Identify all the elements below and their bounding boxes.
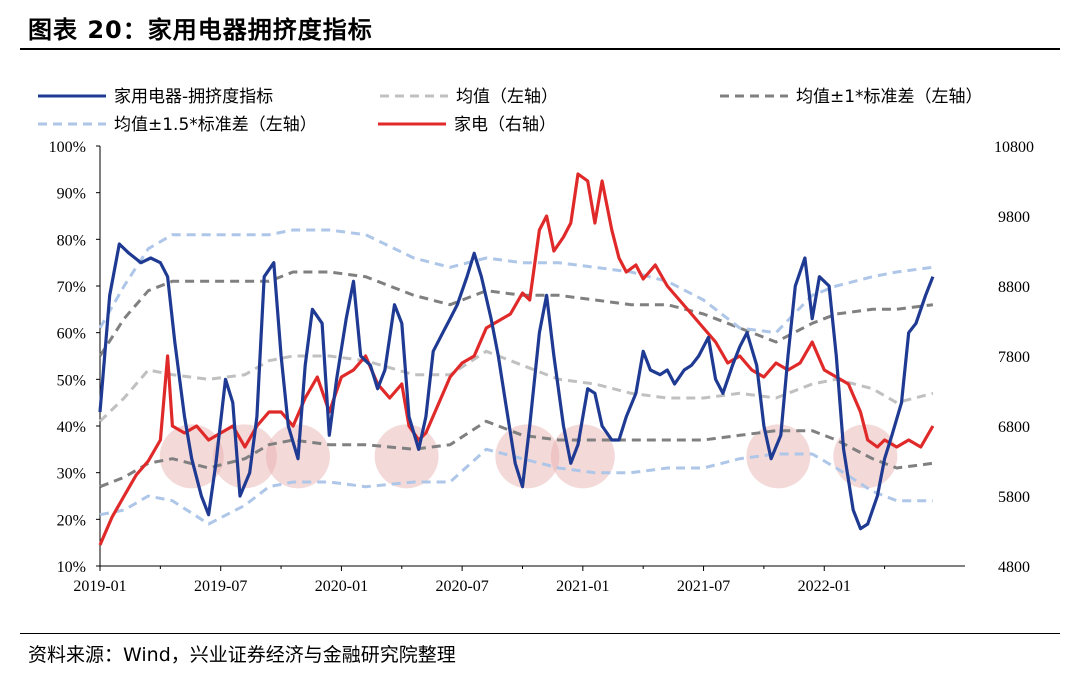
highlight-circle	[212, 424, 277, 489]
highlight-circle	[550, 424, 615, 489]
legend: 家用电器-拥挤度指标 均值（左轴） 均值±1*标准差（左轴） 均值±1.5*标准差（左…	[38, 87, 983, 135]
highlight-circle	[374, 424, 439, 489]
legend-label: 家电（右轴）	[454, 115, 556, 135]
axes: 100% 90% 80% 70% 60% 50% 40% 30% 20% 10% 10800 9800…	[49, 139, 1034, 595]
right-tick-label: 8800	[998, 279, 1030, 296]
highlight-circle	[746, 424, 811, 489]
left-tick-label: 50%	[57, 372, 86, 389]
legend-label: 均值±1.5*标准差（左轴）	[114, 115, 317, 135]
x-tick-label: 2021-01	[556, 578, 609, 595]
series-line	[98, 242, 935, 531]
x-tick-label: 2020-07	[435, 578, 488, 595]
right-tick-label: 7800	[998, 349, 1030, 366]
legend-label: 均值±1*标准差（左轴）	[796, 87, 983, 107]
chart-title: 图表 20：家用电器拥挤度指标	[28, 16, 373, 44]
left-tick-label: 10%	[57, 559, 86, 576]
top-rule	[20, 48, 1060, 50]
right-tick-label: 10800	[994, 139, 1034, 156]
legend-label: 家用电器-拥挤度指标	[114, 87, 273, 107]
left-tick-label: 20%	[57, 512, 86, 529]
legend-label: 均值（左轴）	[456, 87, 558, 107]
right-tick-label: 4800	[998, 559, 1030, 576]
right-tick-label: 5800	[998, 489, 1030, 506]
x-tick-label: 2021-07	[677, 578, 730, 595]
x-tick-label: 2020-01	[315, 578, 368, 595]
left-tick-label: 70%	[57, 279, 86, 296]
series-line	[98, 172, 935, 546]
left-tick-label: 80%	[57, 232, 86, 249]
left-tick-label: 100%	[49, 139, 86, 156]
chart-svg: 100% 90% 80% 70% 60% 50% 40% 30% 20% 10% 10800 9800…	[38, 87, 1034, 595]
left-tick-label: 30%	[57, 466, 86, 483]
left-tick-label: 60%	[57, 326, 86, 343]
source-note: 资料来源：Wind，兴业证券经济与金融研究院整理	[28, 644, 456, 666]
series-line	[99, 447, 933, 526]
x-tick-label: 2019-01	[73, 578, 126, 595]
right-tick-label: 9800	[998, 209, 1030, 226]
bottom-rule	[20, 633, 1060, 634]
right-tick-label: 6800	[998, 419, 1030, 436]
x-tick-label: 2022-01	[798, 578, 851, 595]
x-tick-label: 2019-07	[194, 578, 247, 595]
left-tick-label: 90%	[57, 186, 86, 203]
left-tick-label: 40%	[57, 419, 86, 436]
series-line	[98, 349, 934, 423]
series-lines	[98, 172, 935, 546]
